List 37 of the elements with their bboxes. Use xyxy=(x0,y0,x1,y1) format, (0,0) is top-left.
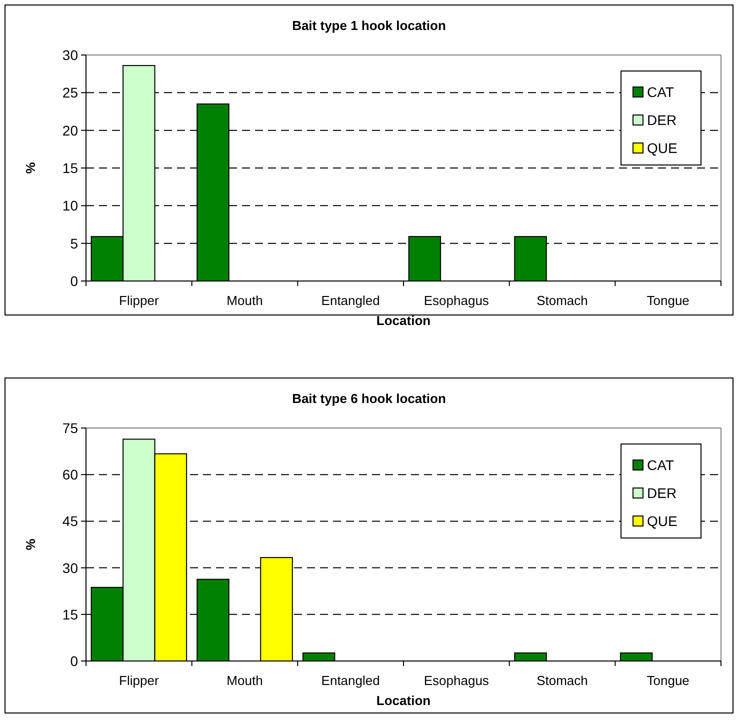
y-tick-label: 45 xyxy=(62,513,78,530)
y-tick-label: 0 xyxy=(70,653,78,669)
y-tick-label: 75 xyxy=(62,420,78,436)
legend-label: QUE xyxy=(647,140,678,156)
x-tick-label: Stomach xyxy=(536,673,588,688)
legend-label: CAT xyxy=(647,457,674,473)
y-axis-title: % xyxy=(23,162,38,174)
legend-label: QUE xyxy=(647,513,678,529)
y-tick-label: 60 xyxy=(62,466,78,483)
legend-label: CAT xyxy=(647,84,674,100)
y-tick-label: 25 xyxy=(62,84,78,101)
x-tick-label: Esophagus xyxy=(424,673,490,688)
x-tick-label: Esophagus xyxy=(424,293,490,308)
y-tick-label: 15 xyxy=(62,160,78,176)
legend-label: DER xyxy=(647,485,677,501)
x-tick-label: Tongue xyxy=(646,673,690,688)
x-tick-label: Mouth xyxy=(226,293,263,308)
x-axis-title: Location xyxy=(376,693,431,708)
x-axis-title: Location xyxy=(376,313,431,328)
x-tick-label: Mouth xyxy=(226,673,263,688)
y-tick-label: 0 xyxy=(70,273,78,289)
chart-title: Bait type 6 hook location xyxy=(292,391,446,406)
y-tick-label: 15 xyxy=(62,606,78,622)
chart-title: Bait type 1 hook location xyxy=(292,18,446,33)
y-tick-label: 30 xyxy=(62,47,78,63)
y-tick-label: 30 xyxy=(62,560,78,576)
x-tick-label: Flipper xyxy=(119,673,160,688)
y-tick-label: 10 xyxy=(62,198,78,214)
x-tick-label: Tongue xyxy=(646,293,690,308)
x-tick-label: Flipper xyxy=(119,293,160,308)
x-tick-label: Entangled xyxy=(321,293,380,308)
y-tick-label: 5 xyxy=(70,235,78,252)
y-axis-title: % xyxy=(23,538,38,550)
x-tick-label: Stomach xyxy=(536,293,588,308)
legend-label: DER xyxy=(647,112,677,128)
y-tick-label: 20 xyxy=(62,122,78,138)
x-tick-label: Entangled xyxy=(321,673,380,688)
